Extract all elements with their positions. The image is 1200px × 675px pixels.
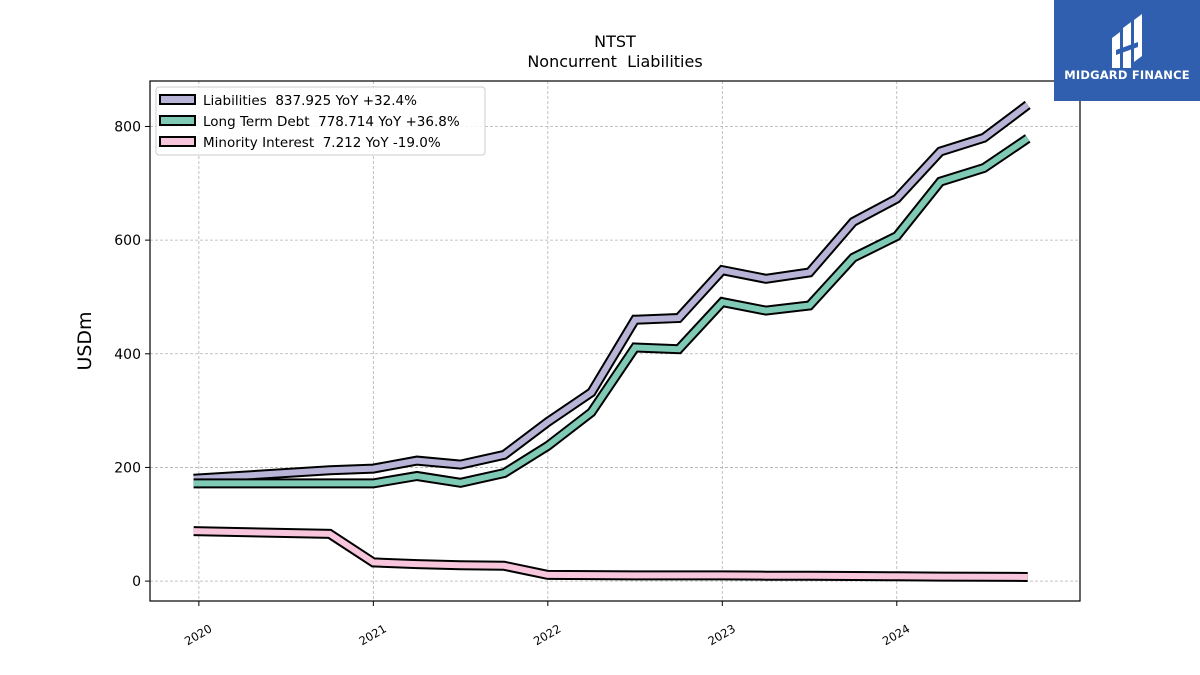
- minority-interest-line-outline: [193, 526, 1028, 582]
- liabilities-legend-label: Liabilities 837.925 YoY +32.4%: [203, 93, 417, 109]
- long-term-debt-legend-label: Long Term Debt 778.714 YoY +36.8%: [203, 114, 460, 130]
- midgard-logo-icon: [1112, 14, 1142, 68]
- long-term-debt-legend-swatch: [159, 115, 196, 126]
- chart-subtitle: Noncurrent Liabilities: [527, 52, 702, 71]
- y-tick-label: 200: [114, 460, 141, 476]
- x-tick-label: 2020: [182, 621, 214, 648]
- y-tick-label: 800: [114, 119, 141, 135]
- minority-interest-legend-label: Minority Interest 7.212 YoY -19.0%: [203, 135, 441, 151]
- chart-title: NTST: [594, 32, 636, 51]
- minority-interest-legend-swatch: [159, 136, 196, 147]
- y-axis-label: USDm: [74, 311, 96, 370]
- brand-logo: MIDGARD FINANCE: [1054, 0, 1200, 101]
- y-tick-label: 0: [132, 574, 141, 590]
- y-tick-label: 400: [114, 347, 141, 363]
- x-tick-label: 2022: [531, 621, 563, 648]
- minority-interest-line: [193, 528, 1028, 580]
- liabilities-line-outline: [193, 100, 1031, 484]
- legend: Liabilities 837.925 YoY +32.4% Long Term …: [155, 86, 486, 156]
- legend-frame: [155, 86, 486, 156]
- long-term-debt-line: [193, 135, 1030, 487]
- series-lines: [193, 100, 1031, 582]
- liabilities-line: [193, 102, 1030, 482]
- liabilities-legend-swatch: [159, 94, 196, 105]
- plot-frame: [149, 80, 1081, 602]
- y-tick-label: 600: [114, 233, 141, 249]
- x-tick-label: 2024: [880, 621, 912, 648]
- grid: [150, 81, 1080, 601]
- logo-text: MIDGARD FINANCE: [1064, 68, 1190, 82]
- x-tick-label: 2023: [705, 621, 737, 648]
- x-tick-label: 2021: [356, 621, 388, 648]
